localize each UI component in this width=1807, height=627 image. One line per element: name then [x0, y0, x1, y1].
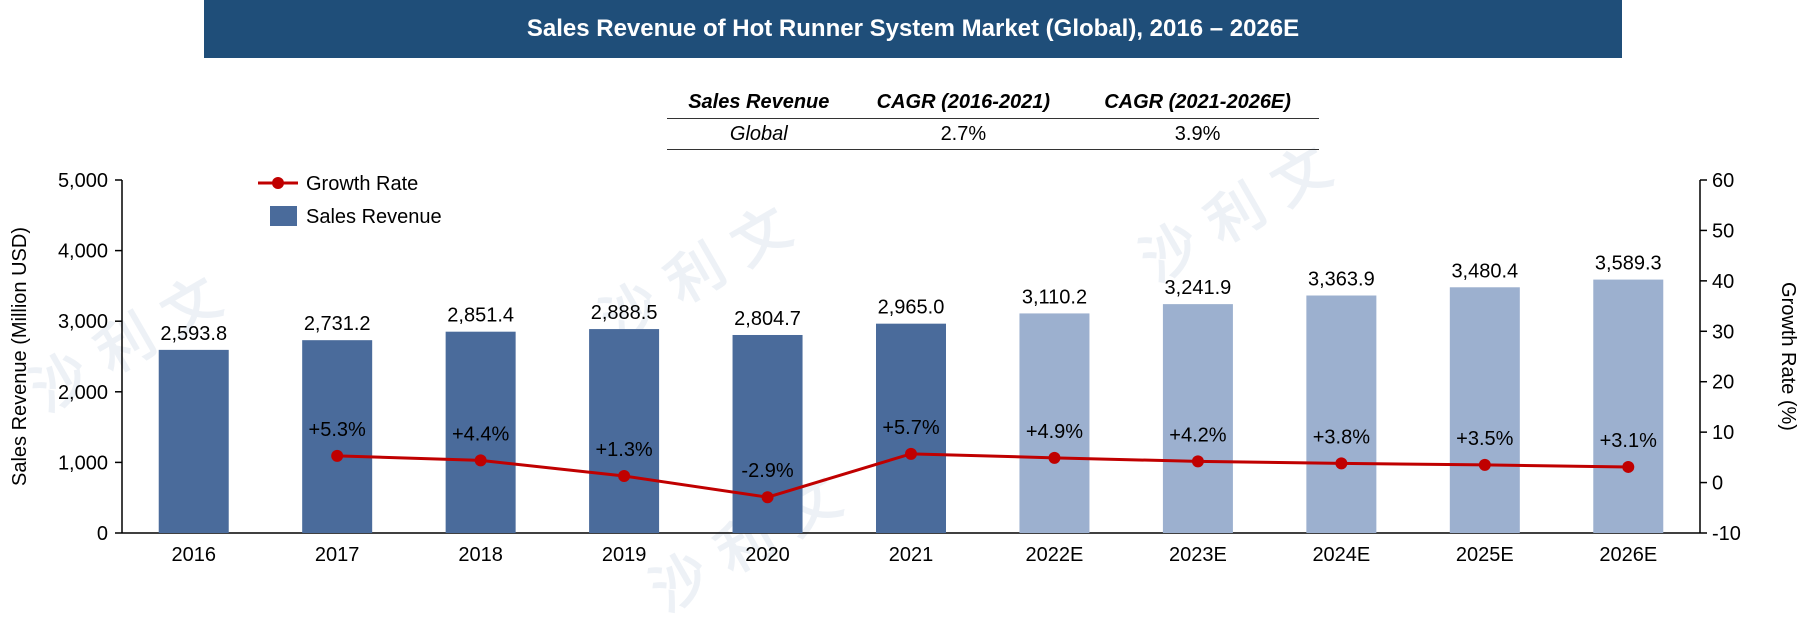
right-axis-title: Growth Rate (%) — [1777, 282, 1799, 431]
left-axis-tick-label: 1,000 — [58, 452, 108, 474]
cagr-header-2016-2021: CAGR (2016-2021) — [850, 88, 1077, 119]
bar-sales-revenue — [1449, 287, 1520, 533]
right-axis-tick-label: 0 — [1712, 473, 1723, 495]
x-axis-tick-label: 2020 — [745, 544, 790, 566]
x-axis-tick-label: 2021 — [889, 544, 934, 566]
bar-sales-revenue — [876, 323, 946, 533]
growth-rate-label: +5.3% — [309, 419, 366, 441]
growth-rate-point — [761, 491, 774, 504]
x-axis-tick-label: 2024E — [1312, 544, 1370, 566]
growth-rate-point — [1048, 451, 1061, 464]
left-axis-tick-label: 0 — [97, 523, 108, 545]
right-axis-tick-label: 60 — [1712, 170, 1734, 192]
growth-rate-point — [1622, 460, 1635, 473]
growth-rate-point — [1478, 458, 1491, 471]
growth-rate-point — [618, 470, 631, 483]
legend-growth-rate-label: Growth Rate — [306, 173, 418, 195]
bar-value-label: 3,110.2 — [1022, 286, 1087, 308]
bar-sales-revenue — [158, 349, 229, 533]
left-axis-tick-label: 4,000 — [58, 241, 108, 263]
growth-rate-point — [1191, 455, 1204, 468]
growth-rate-label: +4.4% — [452, 423, 509, 445]
growth-rate-label: +3.5% — [1456, 428, 1513, 450]
bar-value-label: 3,241.9 — [1165, 277, 1232, 299]
growth-rate-line — [337, 452, 1629, 499]
cagr-table-row: Global 2.7% 3.9% — [667, 118, 1319, 150]
bar-value-label: 2,851.4 — [447, 305, 514, 327]
growth-rate-label: +3.8% — [1313, 426, 1370, 448]
cagr-header-sales-revenue: Sales Revenue — [667, 88, 851, 119]
x-axis-tick-label: 2026E — [1599, 544, 1657, 566]
right-axis-tick-label: 50 — [1712, 220, 1734, 242]
x-axis-tick-label: 2022E — [1026, 544, 1084, 566]
right-axis-tick-label: 40 — [1712, 271, 1734, 293]
growth-rate-point — [905, 447, 917, 460]
x-axis-tick-label: 2016 — [171, 544, 216, 566]
chart-svg: 0 1,000 2,000 3,000 4,000 5,000 -10 0 10 20 30 40 50… — [9, 170, 1799, 566]
growth-rate-label: +4.9% — [1026, 421, 1083, 443]
growth-rate-label: +3.1% — [1600, 430, 1657, 452]
right-axis-tick-label: -10 — [1712, 523, 1741, 545]
bar-value-label: 3,480.4 — [1451, 260, 1518, 282]
growth-rate-label: -2.9% — [741, 460, 793, 482]
growth-rate-point — [331, 449, 344, 462]
cagr-header-2021-2026: CAGR (2021-2026E) — [1076, 88, 1319, 119]
bar-sales-revenue — [302, 340, 373, 533]
growth-rate-label: +1.3% — [595, 439, 652, 461]
right-axis-tick-label: 20 — [1712, 372, 1734, 394]
bar-sales-revenue — [1019, 313, 1090, 533]
x-axis-tick-label: 2025E — [1456, 544, 1514, 566]
bar-value-label: 3,363.9 — [1308, 269, 1375, 291]
right-axis-tick-label: 10 — [1712, 422, 1734, 444]
left-axis-tick-label: 3,000 — [58, 311, 108, 333]
left-axis-tick-label: 2,000 — [58, 382, 108, 404]
legend-growth-rate-swatch-marker — [272, 177, 284, 189]
growth-rate-point — [474, 454, 487, 467]
bar-sales-revenue — [1162, 304, 1233, 533]
legend-sales-revenue-swatch — [270, 206, 297, 226]
cagr-value-2021-2026: 3.9% — [1076, 118, 1319, 150]
x-axis-tick-label: 2017 — [315, 544, 360, 566]
cagr-table: Sales Revenue CAGR (2016-2021) CAGR (202… — [667, 88, 1319, 150]
growth-rate-label: +5.7% — [882, 417, 939, 439]
cagr-region: Global — [667, 118, 851, 150]
bar-value-label: 2,731.2 — [304, 313, 371, 335]
bar-value-label: 2,593.8 — [160, 323, 227, 345]
left-axis-title: Sales Revenue (Million USD) — [9, 227, 31, 486]
cagr-value-2016-2021: 2.7% — [850, 118, 1077, 150]
bar-value-label: 2,888.5 — [591, 302, 658, 324]
right-axis-tick-label: 30 — [1712, 321, 1734, 343]
left-axis-tick-label: 5,000 — [58, 170, 108, 192]
bar-sales-revenue — [589, 329, 660, 533]
bar-value-label: 2,965.0 — [878, 297, 945, 319]
bar-value-label: 3,589.3 — [1595, 253, 1662, 275]
bar-value-label: 2,804.7 — [734, 308, 801, 330]
growth-rate-point — [1335, 457, 1348, 470]
bar-sales-revenue — [732, 334, 803, 533]
x-axis-tick-label: 2023E — [1169, 544, 1227, 566]
legend-sales-revenue-label: Sales Revenue — [306, 206, 442, 228]
x-axis-tick-label: 2018 — [458, 544, 503, 566]
bar-sales-revenue — [445, 331, 516, 533]
growth-rate-label: +4.2% — [1169, 424, 1226, 446]
x-axis-tick-label: 2019 — [602, 544, 647, 566]
chart-title: Sales Revenue of Hot Runner System Marke… — [204, 0, 1622, 58]
cagr-table-header-row: Sales Revenue CAGR (2016-2021) CAGR (202… — [667, 88, 1319, 119]
bar-sales-revenue — [1593, 279, 1664, 533]
bar-sales-revenue — [1306, 295, 1377, 533]
